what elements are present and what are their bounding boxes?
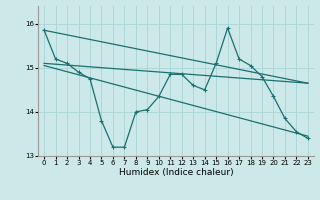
X-axis label: Humidex (Indice chaleur): Humidex (Indice chaleur)	[119, 168, 233, 177]
